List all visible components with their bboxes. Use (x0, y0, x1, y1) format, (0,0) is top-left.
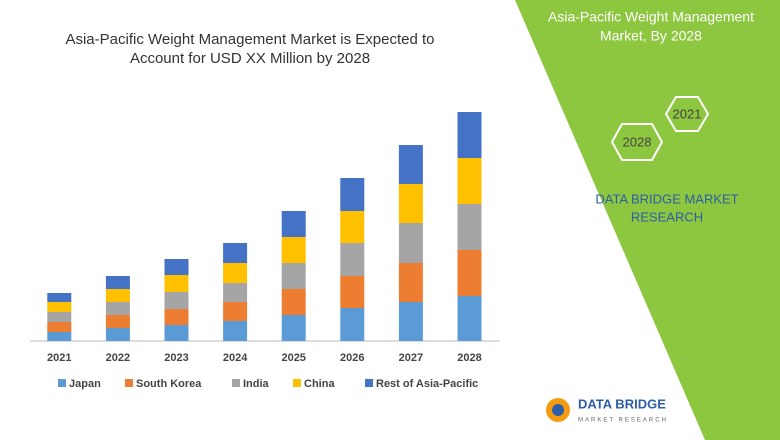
bar-segment (47, 312, 72, 322)
bar-segment (164, 292, 189, 309)
x-tick-label: 2026 (340, 352, 364, 364)
x-tick-label: 2021 (47, 352, 71, 364)
bar-segment (223, 302, 248, 321)
hexagon-label: 2028 (623, 134, 652, 149)
hexagon (664, 96, 710, 132)
green-panel (515, 0, 780, 440)
bar-segment (340, 178, 365, 211)
bar-segment (223, 321, 248, 341)
legend-label: India (243, 378, 270, 390)
bar-segment (47, 302, 72, 312)
bar-segment (105, 276, 130, 289)
brand-text: RESEARCH (631, 209, 703, 224)
bar-segment (223, 243, 248, 263)
bar-segment (340, 308, 365, 341)
bar-segment (281, 315, 306, 341)
bar-segment (281, 237, 306, 263)
brand-text: DATA BRIDGE MARKET (595, 191, 738, 206)
legend-swatch (293, 379, 301, 387)
bar-segment (457, 250, 482, 296)
legend-label: Rest of Asia-Pacific (376, 378, 478, 390)
x-tick-label: 2024 (223, 352, 248, 364)
legend-label: South Korea (136, 378, 202, 390)
chart-title: Asia-Pacific Weight Management Market is… (65, 31, 434, 48)
logo-tagline: MARKET RESEARCH (578, 418, 668, 424)
bar-segment (223, 283, 248, 302)
bar-segment (398, 302, 423, 341)
legend-swatch (365, 379, 373, 387)
legend-swatch (58, 379, 66, 387)
hexagon-label: 2021 (673, 106, 702, 121)
bar-segment (47, 322, 72, 332)
legend-swatch (232, 379, 240, 387)
bar-segment (340, 211, 365, 243)
legend-label: Japan (69, 378, 101, 390)
bar-segment (47, 332, 72, 341)
bar-segment (105, 315, 130, 328)
bar-segment (105, 302, 130, 315)
bar-segment (457, 204, 482, 250)
x-tick-label: 2027 (399, 352, 423, 364)
panel-title: Market, By 2028 (600, 28, 702, 44)
bar-segment (105, 328, 130, 341)
bar-segment (398, 145, 423, 184)
x-tick-label: 2022 (106, 352, 130, 364)
chart-title: Account for USD XX Million by 2028 (130, 50, 370, 67)
bar-segment (164, 325, 189, 341)
x-tick-label: 2028 (457, 352, 481, 364)
logo-icon (552, 404, 564, 416)
legend-label: China (304, 378, 335, 390)
bar-segment (164, 275, 189, 292)
bar-segment (398, 184, 423, 223)
x-tick-label: 2025 (281, 352, 305, 364)
bar-segment (340, 276, 365, 308)
bar-segment (47, 293, 72, 302)
bar-segment (164, 309, 189, 325)
bar-segment (340, 243, 365, 276)
x-tick-label: 2023 (164, 352, 188, 364)
panel-title: Asia-Pacific Weight Management (548, 9, 754, 25)
bar-segment (105, 289, 130, 302)
bar-segment (281, 289, 306, 315)
bar-segment (398, 263, 423, 302)
bar-segment (398, 223, 423, 263)
bar-segment (457, 112, 482, 158)
hexagon (610, 123, 664, 161)
legend-swatch (125, 379, 133, 387)
logo-name: DATA BRIDGE (578, 396, 666, 411)
bar-segment (281, 263, 306, 289)
bar-segment (164, 259, 189, 275)
bar-segment (281, 211, 306, 237)
bar-segment (223, 263, 248, 283)
bar-segment (457, 158, 482, 204)
bar-segment (457, 296, 482, 341)
